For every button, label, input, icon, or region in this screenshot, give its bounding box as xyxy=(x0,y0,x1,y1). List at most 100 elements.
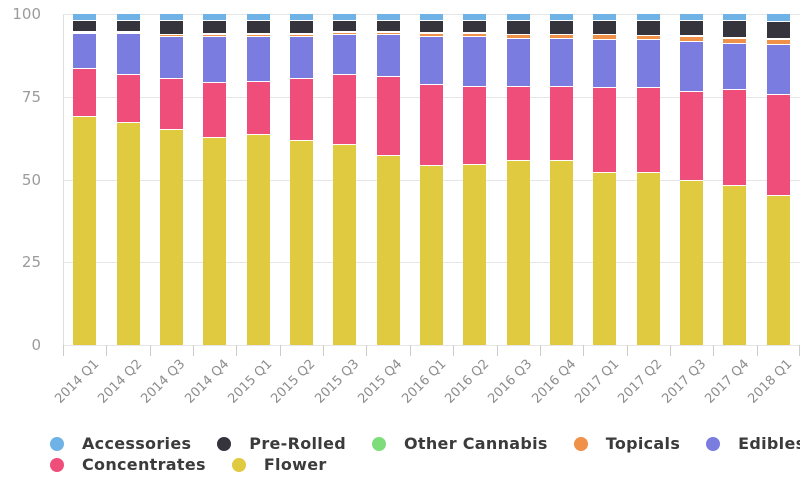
bar-segment-topicals[interactable] xyxy=(723,38,747,44)
bar-segment-pre-rolled[interactable] xyxy=(159,20,183,35)
legend-item-concentrates[interactable]: Concentrates xyxy=(50,455,206,474)
bar-segment-edibles[interactable] xyxy=(203,37,227,84)
bar-segment-edibles[interactable] xyxy=(680,42,704,92)
bar-segment-edibles[interactable] xyxy=(376,35,400,77)
bar-segment-topicals[interactable] xyxy=(766,39,790,46)
bar-segment-topicals[interactable] xyxy=(506,35,530,39)
bar-segment-flower[interactable] xyxy=(420,166,443,345)
bar-segment-other-cannabis[interactable] xyxy=(203,33,227,35)
bar-segment-flower[interactable] xyxy=(289,141,313,345)
bar-segment-accessories[interactable] xyxy=(116,14,140,21)
bar-segment-pre-rolled[interactable] xyxy=(73,20,97,33)
bar-segment-pre-rolled[interactable] xyxy=(680,20,704,37)
bar-segment-concentrates[interactable] xyxy=(550,86,574,162)
bar-segment-concentrates[interactable] xyxy=(766,95,790,197)
bar-segment-flower[interactable] xyxy=(159,129,183,345)
bar-segment-flower[interactable] xyxy=(246,134,270,345)
bar-segment-other-cannabis[interactable] xyxy=(463,33,487,34)
bar-segment-flower[interactable] xyxy=(506,161,530,345)
legend-item-edibles[interactable]: Edibles xyxy=(706,434,800,453)
bar-segment-pre-rolled[interactable] xyxy=(289,20,313,34)
bar-segment-accessories[interactable] xyxy=(333,14,357,21)
legend-item-flower[interactable]: Flower xyxy=(231,455,327,474)
bar-segment-edibles[interactable] xyxy=(550,38,574,87)
bar-segment-flower[interactable] xyxy=(680,181,704,345)
bar-segment-flower[interactable] xyxy=(636,172,660,345)
bar-segment-topicals[interactable] xyxy=(73,32,97,34)
bar-segment-topicals[interactable] xyxy=(550,35,574,39)
bar-segment-topicals[interactable] xyxy=(289,34,313,38)
bar-segment-edibles[interactable] xyxy=(246,37,270,82)
bar-segment-accessories[interactable] xyxy=(73,14,97,21)
bar-segment-accessories[interactable] xyxy=(420,14,443,21)
bar-segment-concentrates[interactable] xyxy=(420,85,443,167)
bar-segment-other-cannabis[interactable] xyxy=(246,33,270,35)
bar-segment-other-cannabis[interactable] xyxy=(593,34,617,36)
bar-segment-flower[interactable] xyxy=(333,144,357,345)
bar-segment-accessories[interactable] xyxy=(203,14,227,21)
bar-segment-pre-rolled[interactable] xyxy=(593,20,617,35)
bar-segment-concentrates[interactable] xyxy=(159,78,183,130)
bar-segment-other-cannabis[interactable] xyxy=(506,34,530,36)
bar-segment-pre-rolled[interactable] xyxy=(506,20,530,35)
bar-segment-accessories[interactable] xyxy=(463,14,487,21)
bar-segment-concentrates[interactable] xyxy=(680,91,704,182)
bar-segment-topicals[interactable] xyxy=(680,37,704,43)
bar-segment-other-cannabis[interactable] xyxy=(289,33,313,35)
bar-segment-accessories[interactable] xyxy=(159,14,183,21)
bar-segment-pre-rolled[interactable] xyxy=(246,20,270,34)
bar-segment-accessories[interactable] xyxy=(680,14,704,21)
bar-segment-edibles[interactable] xyxy=(333,35,357,76)
bar-segment-other-cannabis[interactable] xyxy=(333,32,357,33)
bar-segment-flower[interactable] xyxy=(376,156,400,345)
bar-segment-edibles[interactable] xyxy=(593,40,617,89)
bar-segment-flower[interactable] xyxy=(116,123,140,345)
bar-segment-concentrates[interactable] xyxy=(636,88,660,173)
bar-segment-other-cannabis[interactable] xyxy=(636,35,660,37)
bar-segment-concentrates[interactable] xyxy=(723,90,747,187)
bar-segment-pre-rolled[interactable] xyxy=(463,20,487,34)
bar-segment-accessories[interactable] xyxy=(723,14,747,21)
bar-segment-concentrates[interactable] xyxy=(203,83,227,139)
bar-segment-edibles[interactable] xyxy=(723,43,747,91)
bar-segment-accessories[interactable] xyxy=(506,14,530,21)
bar-segment-edibles[interactable] xyxy=(463,37,487,87)
bar-segment-pre-rolled[interactable] xyxy=(333,20,357,33)
bar-segment-flower[interactable] xyxy=(593,172,617,345)
bar-segment-edibles[interactable] xyxy=(636,40,660,89)
bar-segment-pre-rolled[interactable] xyxy=(116,20,140,33)
bar-segment-flower[interactable] xyxy=(766,196,790,345)
bar-segment-pre-rolled[interactable] xyxy=(766,22,790,39)
bar-segment-edibles[interactable] xyxy=(420,37,443,86)
bar-segment-topicals[interactable] xyxy=(420,33,443,38)
bar-segment-other-cannabis[interactable] xyxy=(550,34,574,36)
bar-segment-topicals[interactable] xyxy=(159,35,183,38)
bar-segment-pre-rolled[interactable] xyxy=(203,20,227,34)
bar-segment-pre-rolled[interactable] xyxy=(550,20,574,35)
bar-segment-topicals[interactable] xyxy=(246,34,270,38)
bar-segment-edibles[interactable] xyxy=(766,45,790,96)
bar-segment-other-cannabis[interactable] xyxy=(116,32,140,33)
bar-segment-concentrates[interactable] xyxy=(376,76,400,157)
bar-segment-accessories[interactable] xyxy=(636,14,660,21)
bar-segment-concentrates[interactable] xyxy=(506,86,530,162)
bar-segment-flower[interactable] xyxy=(550,161,574,345)
bar-segment-pre-rolled[interactable] xyxy=(420,20,443,34)
bar-segment-concentrates[interactable] xyxy=(463,86,487,165)
bar-segment-other-cannabis[interactable] xyxy=(73,32,97,33)
legend-item-topicals[interactable]: Topicals xyxy=(573,434,680,453)
bar-segment-edibles[interactable] xyxy=(506,38,530,87)
bar-segment-concentrates[interactable] xyxy=(593,88,617,173)
bar-segment-other-cannabis[interactable] xyxy=(723,38,747,39)
bar-segment-topicals[interactable] xyxy=(116,32,140,34)
bar-segment-concentrates[interactable] xyxy=(289,78,313,142)
bar-segment-concentrates[interactable] xyxy=(73,68,97,117)
bar-segment-pre-rolled[interactable] xyxy=(636,20,660,36)
bar-segment-other-cannabis[interactable] xyxy=(159,34,183,36)
bar-segment-other-cannabis[interactable] xyxy=(766,38,790,40)
bar-segment-concentrates[interactable] xyxy=(246,81,270,135)
bar-segment-topicals[interactable] xyxy=(203,34,227,38)
bar-segment-pre-rolled[interactable] xyxy=(723,20,747,39)
bar-segment-topicals[interactable] xyxy=(376,32,400,36)
bar-segment-accessories[interactable] xyxy=(289,14,313,21)
